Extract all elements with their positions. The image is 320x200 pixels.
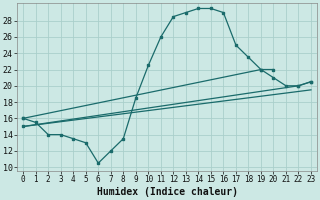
X-axis label: Humidex (Indice chaleur): Humidex (Indice chaleur) [97,187,237,197]
